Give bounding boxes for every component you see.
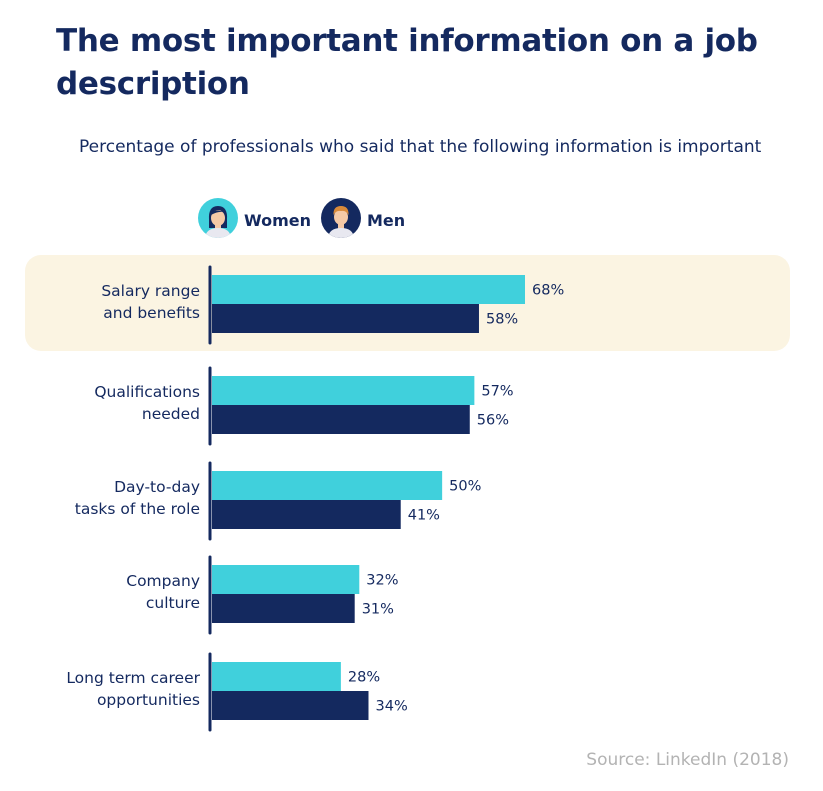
value-label-women-2: 50% [449, 479, 481, 495]
value-label-men-4: 34% [376, 699, 408, 715]
chart-subtitle: Percentage of professionals who said tha… [79, 137, 762, 157]
category-label-3: Company culture [126, 572, 200, 612]
source-note: Source: LinkedIn (2018) [586, 750, 789, 770]
value-label-men-3: 31% [362, 602, 394, 618]
woman-avatar-icon [198, 198, 238, 242]
category-label-1: Qualifications needed [94, 383, 200, 423]
bar-men-1 [212, 405, 470, 434]
value-label-women-3: 32% [366, 573, 398, 589]
bar-men-2 [212, 500, 401, 529]
man-avatar-icon [321, 198, 361, 242]
value-label-women-1: 57% [481, 384, 513, 400]
category-label-0: Salary range and benefits [101, 282, 200, 322]
legend-women: Women [198, 198, 311, 242]
bar-women-0 [212, 275, 525, 304]
legend-label-women: Women [244, 210, 311, 230]
legend-men: Men [321, 198, 405, 242]
bar-women-1 [212, 376, 475, 405]
value-label-men-1: 56% [477, 413, 509, 429]
category-label-4: Long term career opportunities [66, 669, 200, 709]
category-label-2: Day-to-day tasks of the role [75, 478, 200, 518]
bar-men-3 [212, 594, 355, 623]
bar-men-0 [212, 304, 479, 333]
chart-title: The most important information on a job … [56, 23, 758, 102]
value-label-women-4: 28% [348, 670, 380, 686]
value-label-men-0: 58% [486, 312, 518, 328]
legend-label-men: Men [367, 210, 406, 230]
value-label-women-0: 68% [532, 283, 564, 299]
value-label-men-2: 41% [408, 508, 440, 524]
bar-women-4 [212, 662, 341, 691]
bar-women-2 [212, 471, 443, 500]
bar-men-4 [212, 691, 369, 720]
bar-women-3 [212, 565, 360, 594]
